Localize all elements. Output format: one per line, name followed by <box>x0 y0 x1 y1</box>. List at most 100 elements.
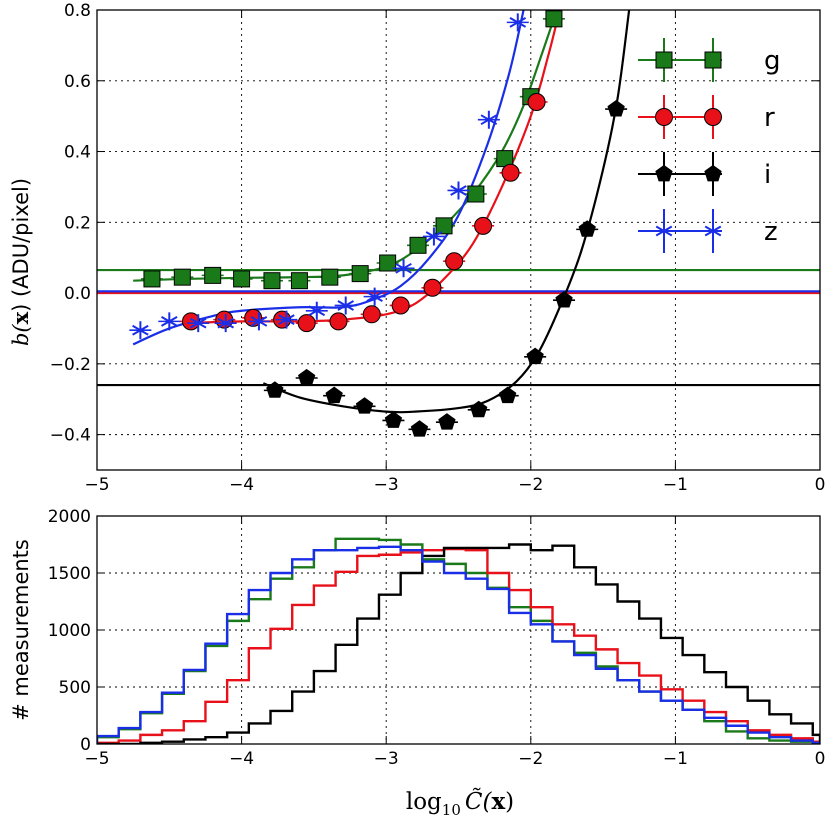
point-g <box>435 217 453 235</box>
series-g <box>140 10 565 290</box>
point-r <box>362 305 381 324</box>
top-ytick-label: −0.4 <box>50 426 91 446</box>
point-z <box>161 312 178 331</box>
legend-marker-i <box>704 164 722 182</box>
histogram-i <box>97 543 820 744</box>
point-z <box>509 13 527 32</box>
point-g <box>351 265 369 283</box>
top-xtick-label: −5 <box>84 475 109 495</box>
point-g <box>233 270 251 288</box>
bottom-xtick-label: −2 <box>518 749 543 769</box>
top-xtick-label: −2 <box>518 475 543 495</box>
point-z <box>189 314 207 333</box>
point-i <box>526 347 544 365</box>
point-z <box>480 110 498 129</box>
top-xtick-label: −4 <box>229 475 254 495</box>
bottom-ytick-label: 0 <box>80 735 91 755</box>
xlabel: log10 C̃(x) <box>406 788 514 819</box>
legend-label-r: r <box>764 103 775 133</box>
bottom-ytick-label: 1000 <box>48 621 91 641</box>
point-g <box>173 268 191 286</box>
point-g <box>204 266 222 284</box>
top-plot-area <box>97 10 820 437</box>
top-ytick-label: 0.6 <box>64 72 91 92</box>
point-g <box>263 272 281 290</box>
point-g <box>409 236 427 254</box>
legend-marker-r <box>704 108 722 126</box>
fit-curve-z <box>132 10 525 346</box>
top-panel: −5 −4 −3 −2 −1 0 −0.4 −0.2 0.0 0.2 0.4 0.6 0.8 <box>50 1 826 495</box>
point-i <box>607 99 625 117</box>
point-r <box>423 278 442 297</box>
point-z <box>425 227 443 246</box>
top-background <box>97 10 820 470</box>
point-r <box>391 296 410 315</box>
fit-curve-i <box>262 10 631 414</box>
top-ytick-label: 0.0 <box>64 284 91 304</box>
bottom-frame <box>96 515 821 745</box>
point-z <box>395 259 412 278</box>
top-ytick-label: 0.4 <box>64 143 91 163</box>
top-xtick-label: −3 <box>374 475 399 495</box>
legend-label-z: z <box>764 217 778 247</box>
bottom-plot-area <box>97 537 820 744</box>
point-i <box>355 397 374 414</box>
point-z <box>337 296 355 315</box>
top-ytick-label: −0.2 <box>50 355 91 375</box>
point-i <box>266 381 284 398</box>
top-frame <box>96 9 821 471</box>
point-g <box>321 268 339 286</box>
point-r <box>501 163 520 182</box>
legend-marker-z <box>704 222 722 240</box>
point-i <box>555 291 573 308</box>
legend-label-g: g <box>764 46 781 76</box>
histogram-r <box>97 547 820 744</box>
point-i <box>325 386 343 404</box>
point-i <box>438 413 456 430</box>
top-ytick-label: 0.2 <box>64 213 91 233</box>
series-r <box>179 93 548 333</box>
point-z <box>366 287 383 306</box>
point-r <box>527 93 546 111</box>
histogram-z <box>97 545 820 744</box>
legend-marker-z <box>655 222 673 240</box>
point-r <box>329 312 348 331</box>
top-ytick-label: 0.8 <box>64 1 91 21</box>
legend-marker-g <box>655 51 673 69</box>
point-z <box>132 321 149 340</box>
bottom-ytick-label: 2000 <box>48 507 91 527</box>
point-g <box>467 185 485 203</box>
point-i <box>498 386 517 404</box>
series-i <box>263 99 628 437</box>
point-z <box>278 310 295 329</box>
bottom-ytick-label: 1500 <box>48 564 91 584</box>
point-z <box>217 314 234 333</box>
series-z <box>129 13 529 340</box>
point-g <box>379 254 397 272</box>
bottom-xtick-label: −4 <box>229 749 254 769</box>
point-g <box>545 10 563 28</box>
point-i <box>297 368 316 386</box>
bottom-xtick-label: −3 <box>374 749 399 769</box>
bottom-xtick-label: −1 <box>663 749 688 769</box>
legend-marker-i <box>655 164 673 182</box>
point-g <box>143 270 161 288</box>
legend-label-i: i <box>764 160 771 190</box>
legend-marker-r <box>655 108 673 126</box>
point-i <box>384 411 403 428</box>
top-ylabel: b(x) (ADU/pixel) <box>8 178 33 346</box>
bottom-xtick-label: −5 <box>84 749 109 769</box>
point-z <box>450 181 467 200</box>
point-r <box>474 216 493 235</box>
top-xtick-label: 0 <box>815 475 826 495</box>
point-i <box>470 400 488 418</box>
point-i <box>578 220 596 237</box>
bottom-ytick-label: 500 <box>59 678 91 698</box>
top-xtick-label: −1 <box>663 475 688 495</box>
bottom-xtick-label: 0 <box>815 749 826 769</box>
point-r <box>445 252 464 271</box>
bottom-panel: −5 −4 −3 −2 −1 0 0 500 1000 1500 2000 <box>48 507 826 769</box>
legend-marker-g <box>704 51 722 69</box>
